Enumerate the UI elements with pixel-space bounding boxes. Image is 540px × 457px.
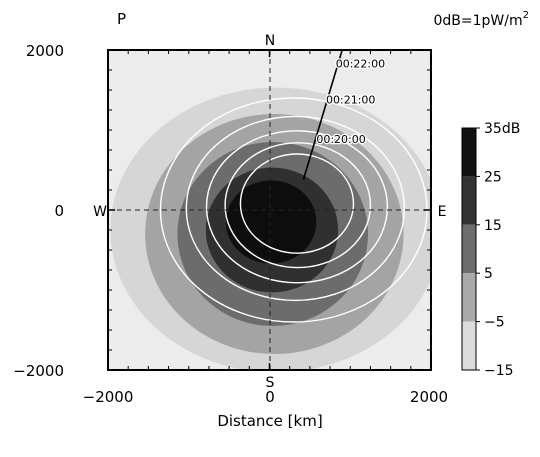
x-tick-label: 0 — [265, 388, 275, 406]
colorbar: 35dB 25 15 5 −5 −15 — [461, 121, 520, 379]
colorbar-band — [462, 224, 476, 274]
x-tick-label: 2000 — [410, 388, 448, 406]
colorbar-tick-label: −5 — [484, 315, 505, 331]
colorbar-band — [462, 128, 476, 177]
compass-north: N — [265, 33, 275, 49]
colorbar-frame — [461, 127, 477, 371]
plot-area: 00:22:00 00:21:00 00:20:00 — [107, 49, 432, 371]
compass-west: W — [93, 204, 107, 220]
track-time-label: 00:22:00 — [336, 58, 385, 71]
shading-layer — [110, 87, 431, 370]
colorbar-tick-label: 5 — [484, 266, 493, 282]
x-axis-label: Distance [km] — [217, 412, 322, 430]
intensity-contour — [224, 142, 372, 269]
intensity-contour — [185, 115, 406, 302]
tick-marks — [107, 49, 432, 371]
intensity-contour — [239, 153, 355, 254]
y-tick-label: 2000 — [26, 42, 64, 60]
orbit-track — [302, 49, 343, 180]
colorbar-tick-label: −15 — [484, 363, 514, 379]
colorbar-tick-label: 35dB — [484, 121, 520, 137]
track-time-label: 00:20:00 — [316, 133, 365, 146]
reference-superscript: 2 — [523, 10, 529, 21]
colorbar-ticks: 35dB 25 15 5 −5 −15 — [476, 121, 520, 379]
track-layer: 00:22:00 00:21:00 00:20:00 — [302, 49, 386, 180]
colorbar-band — [462, 321, 476, 370]
colorbar-band — [462, 273, 476, 322]
panel-label: P — [117, 10, 126, 28]
colorbar-bands — [462, 128, 476, 370]
reference-prefix: 0dB=1pW/m — [434, 13, 523, 29]
y-tick-label: −2000 — [13, 362, 64, 380]
x-tick-label: −2000 — [83, 388, 134, 406]
compass-south: S — [266, 375, 275, 391]
colorbar-band — [462, 176, 476, 225]
intensity-region — [225, 180, 317, 264]
y-tick-label: 0 — [54, 202, 64, 220]
track-time-label: 00:21:00 — [326, 94, 375, 107]
intensity-contour — [205, 130, 389, 284]
colorbar-tick-label: 15 — [484, 218, 502, 234]
colorbar-tick-label: 25 — [484, 169, 502, 185]
reference-level: 0dB=1pW/m2 — [434, 10, 530, 29]
compass-east: E — [438, 204, 447, 220]
